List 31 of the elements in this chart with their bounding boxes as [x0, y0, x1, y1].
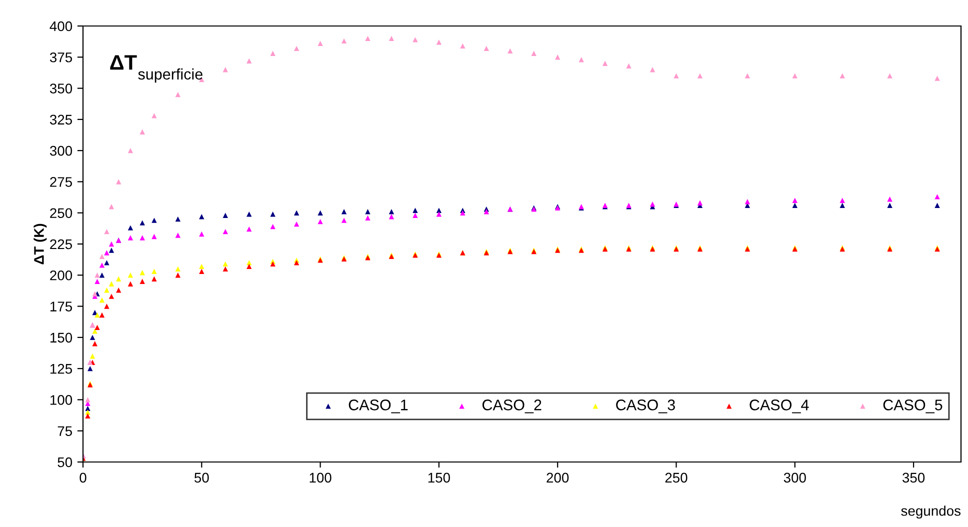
- x-tick-label: 200: [546, 472, 569, 483]
- annotation: ΔTsuperficie: [110, 55, 202, 83]
- y-tick-label: 100: [50, 395, 72, 405]
- x-tick-label: 250: [665, 472, 688, 483]
- legend-label: CASO_2: [482, 400, 542, 414]
- x-tick-label: 300: [784, 472, 806, 483]
- y-tick-label: 350: [50, 84, 72, 94]
- y-tick-label: 375: [50, 52, 72, 62]
- y-tick-label: 75: [58, 426, 72, 436]
- x-tick-label: 0: [80, 472, 86, 483]
- x-tick-label: 100: [310, 472, 332, 483]
- y-tick-label: 200: [50, 270, 72, 280]
- y-tick-label: 150: [50, 332, 72, 343]
- legend-label: CASO_3: [616, 400, 675, 414]
- x-tick-label: 50: [194, 472, 209, 483]
- y-tick-label: 400: [50, 21, 72, 32]
- y-tick-label: 300: [50, 146, 72, 156]
- y-tick-label: 225: [50, 239, 72, 250]
- legend-label: CASO_4: [750, 400, 809, 414]
- legend-label: CASO_1: [348, 400, 408, 414]
- y-axis-title: ΔT (K): [34, 224, 47, 264]
- y-tick-label: 125: [50, 364, 72, 374]
- legend-label: CASO_5: [883, 400, 942, 414]
- y-tick-label: 275: [50, 177, 72, 187]
- x-axis-title: segundos: [901, 506, 961, 519]
- y-tick-label: 175: [50, 302, 72, 312]
- y-tick-label: 250: [50, 208, 72, 218]
- y-tick-label: 325: [50, 114, 72, 125]
- y-tick-label: 50: [58, 457, 72, 468]
- x-tick-label: 150: [428, 472, 450, 483]
- x-tick-label: 350: [902, 472, 925, 483]
